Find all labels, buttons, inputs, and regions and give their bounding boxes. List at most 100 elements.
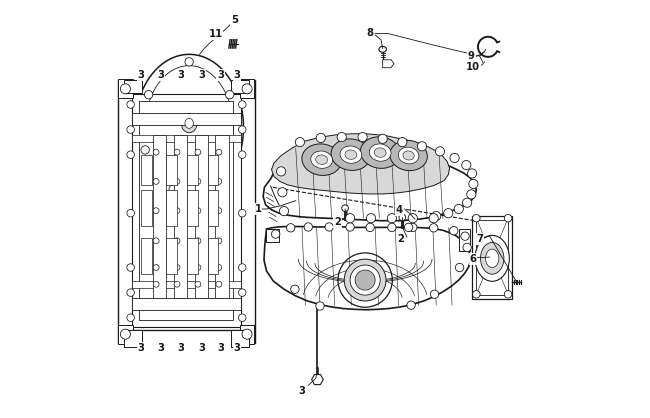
Circle shape — [120, 329, 131, 339]
Bar — [208, 238, 218, 274]
Circle shape — [216, 265, 222, 270]
Circle shape — [153, 281, 159, 287]
Circle shape — [469, 179, 478, 189]
Text: 3: 3 — [158, 70, 164, 80]
Circle shape — [216, 281, 222, 287]
Text: 9: 9 — [468, 51, 474, 61]
Circle shape — [239, 314, 246, 321]
Ellipse shape — [374, 148, 386, 157]
Bar — [166, 190, 177, 226]
Ellipse shape — [350, 265, 380, 295]
Circle shape — [195, 238, 201, 244]
Circle shape — [456, 263, 464, 272]
Text: 3: 3 — [158, 343, 164, 353]
Circle shape — [239, 101, 246, 108]
Circle shape — [467, 190, 476, 199]
Polygon shape — [124, 80, 142, 93]
Circle shape — [239, 209, 246, 217]
Ellipse shape — [344, 259, 386, 301]
Ellipse shape — [390, 140, 427, 171]
Bar — [240, 79, 254, 98]
Circle shape — [408, 214, 417, 223]
Text: 6: 6 — [469, 254, 476, 264]
Polygon shape — [459, 229, 471, 251]
Ellipse shape — [360, 137, 400, 168]
Circle shape — [127, 151, 135, 158]
Circle shape — [127, 289, 135, 296]
Circle shape — [387, 223, 396, 232]
Text: 8: 8 — [367, 28, 374, 38]
Circle shape — [337, 133, 346, 142]
Text: 3: 3 — [198, 70, 205, 80]
Circle shape — [272, 230, 280, 238]
Bar — [194, 135, 208, 298]
Circle shape — [174, 178, 180, 184]
Polygon shape — [135, 54, 244, 209]
Text: 3: 3 — [198, 343, 205, 353]
Text: 7: 7 — [476, 234, 483, 244]
Circle shape — [280, 206, 289, 216]
Circle shape — [463, 198, 472, 207]
Ellipse shape — [355, 270, 375, 290]
Ellipse shape — [338, 253, 393, 307]
Circle shape — [430, 224, 438, 232]
Bar — [187, 238, 198, 274]
Circle shape — [127, 101, 135, 108]
Circle shape — [378, 134, 387, 143]
Circle shape — [195, 281, 201, 287]
Circle shape — [195, 149, 201, 155]
Bar — [208, 190, 218, 226]
Circle shape — [467, 169, 476, 178]
Ellipse shape — [316, 155, 328, 164]
Circle shape — [216, 208, 222, 214]
Circle shape — [174, 265, 180, 270]
Circle shape — [399, 214, 406, 221]
Circle shape — [504, 214, 512, 222]
Circle shape — [450, 153, 459, 163]
Ellipse shape — [345, 150, 357, 159]
Bar — [208, 155, 218, 185]
Ellipse shape — [480, 242, 504, 274]
Bar — [187, 155, 198, 185]
Ellipse shape — [379, 46, 387, 52]
Polygon shape — [311, 375, 323, 385]
Polygon shape — [266, 229, 279, 242]
Text: 5: 5 — [231, 15, 238, 25]
Circle shape — [153, 149, 159, 155]
Circle shape — [153, 265, 159, 270]
Bar — [476, 220, 508, 295]
Bar — [141, 238, 151, 274]
Text: 3: 3 — [217, 343, 224, 353]
Circle shape — [278, 188, 287, 197]
Circle shape — [216, 238, 222, 244]
Circle shape — [216, 149, 222, 155]
Circle shape — [432, 212, 441, 221]
Circle shape — [239, 289, 246, 296]
Circle shape — [153, 238, 159, 244]
Circle shape — [144, 91, 153, 99]
Polygon shape — [164, 199, 215, 208]
Circle shape — [316, 133, 326, 143]
Ellipse shape — [202, 135, 214, 145]
Ellipse shape — [340, 146, 362, 163]
Text: 3: 3 — [177, 343, 184, 353]
Ellipse shape — [398, 147, 419, 164]
Polygon shape — [383, 60, 394, 68]
Bar — [472, 216, 512, 299]
Circle shape — [153, 178, 159, 184]
Ellipse shape — [302, 144, 341, 176]
Ellipse shape — [164, 135, 177, 145]
Circle shape — [325, 223, 333, 231]
Bar — [240, 325, 254, 344]
Circle shape — [295, 138, 304, 147]
Circle shape — [367, 214, 376, 223]
Bar — [139, 101, 233, 320]
Circle shape — [404, 223, 413, 232]
Circle shape — [407, 301, 415, 309]
Circle shape — [141, 146, 150, 154]
Ellipse shape — [311, 151, 333, 168]
Circle shape — [429, 214, 438, 223]
Circle shape — [127, 314, 135, 321]
Circle shape — [216, 178, 222, 184]
Ellipse shape — [331, 139, 370, 171]
